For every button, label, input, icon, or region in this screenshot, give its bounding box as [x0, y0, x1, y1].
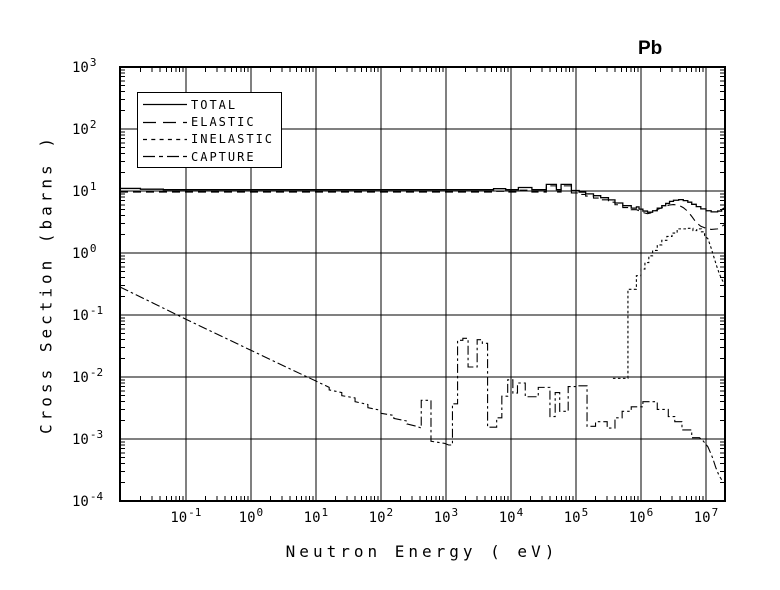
legend-label-capture: CAPTURE — [191, 149, 256, 164]
y-tick-label: 10-1 — [72, 304, 103, 324]
total-line-sample-icon — [143, 104, 187, 106]
x-tick-label: 104 — [499, 506, 524, 526]
y-tick-label: 10-4 — [72, 490, 103, 510]
y-tick-label: 10-2 — [72, 366, 103, 386]
legend-entry-inelastic: INELASTIC — [142, 131, 281, 148]
y-tick-label: 100 — [72, 242, 96, 262]
x-tick-label: 100 — [239, 506, 263, 526]
y-tick-label: 101 — [72, 180, 96, 200]
series-curves — [119, 183, 726, 481]
series-total — [120, 183, 726, 213]
y-axis-label: Cross Section (barns ) — [36, 134, 56, 434]
x-tick-label: 103 — [434, 506, 458, 526]
x-tick-label: 105 — [564, 506, 588, 526]
y-tick-label: 102 — [72, 118, 96, 138]
chart-title: Pb — [638, 38, 663, 59]
legend-label-total: TOTAL — [191, 97, 238, 112]
inelastic-line-sample-icon — [143, 138, 187, 141]
capture-line-sample-icon — [143, 156, 187, 158]
elastic-line-sample-icon — [143, 121, 187, 123]
legend-entry-total: TOTAL — [142, 96, 281, 113]
series-inelastic — [612, 227, 726, 379]
legend-entry-elastic: ELASTIC — [142, 113, 281, 130]
legend: TOTAL ELASTIC INELASTIC CAPTURE — [137, 92, 282, 168]
plot-frame — [119, 66, 726, 502]
legend-entry-capture: CAPTURE — [142, 148, 281, 165]
x-tick-label: 10-1 — [170, 506, 201, 526]
x-tick-label: 101 — [304, 506, 328, 526]
series-capture — [119, 286, 723, 481]
x-tick-label: 102 — [369, 506, 393, 526]
x-axis-label: Neutron Energy ( eV) — [285, 542, 559, 561]
legend-label-elastic: ELASTIC — [191, 115, 256, 130]
y-tick-label: 10-3 — [72, 428, 103, 448]
legend-label-inelastic: INELASTIC — [191, 132, 275, 147]
x-tick-label: 106 — [629, 506, 653, 526]
tick-labels: 10-1 100 101 102 103 104 105 106 107 103 102 101 100… — [72, 56, 718, 526]
x-tick-label: 107 — [694, 506, 718, 526]
series-elastic — [120, 185, 726, 230]
y-tick-label: 103 — [72, 56, 96, 76]
